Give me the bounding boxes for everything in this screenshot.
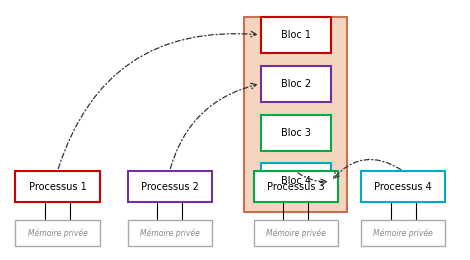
FancyBboxPatch shape bbox=[261, 164, 331, 199]
Text: Bloc 3: Bloc 3 bbox=[281, 128, 311, 138]
FancyBboxPatch shape bbox=[16, 171, 100, 202]
FancyBboxPatch shape bbox=[261, 115, 331, 151]
FancyBboxPatch shape bbox=[244, 17, 347, 212]
Text: Mémoire privée: Mémoire privée bbox=[266, 228, 326, 238]
FancyBboxPatch shape bbox=[261, 66, 331, 102]
Text: Bloc 4: Bloc 4 bbox=[281, 177, 311, 186]
Text: Bloc 1: Bloc 1 bbox=[281, 30, 311, 40]
Text: Mémoire privée: Mémoire privée bbox=[373, 228, 433, 238]
FancyBboxPatch shape bbox=[361, 220, 445, 246]
FancyBboxPatch shape bbox=[361, 171, 445, 202]
FancyBboxPatch shape bbox=[127, 220, 212, 246]
Text: Processus 1: Processus 1 bbox=[29, 181, 86, 192]
FancyBboxPatch shape bbox=[261, 17, 331, 53]
Text: Mémoire privée: Mémoire privée bbox=[28, 228, 87, 238]
FancyBboxPatch shape bbox=[254, 220, 338, 246]
Text: Processus 2: Processus 2 bbox=[141, 181, 198, 192]
Text: Processus 4: Processus 4 bbox=[374, 181, 432, 192]
FancyBboxPatch shape bbox=[254, 171, 338, 202]
FancyBboxPatch shape bbox=[127, 171, 212, 202]
Text: Processus 3: Processus 3 bbox=[267, 181, 325, 192]
Text: Mémoire privée: Mémoire privée bbox=[140, 228, 200, 238]
Text: Bloc 2: Bloc 2 bbox=[281, 79, 311, 89]
FancyBboxPatch shape bbox=[16, 220, 100, 246]
